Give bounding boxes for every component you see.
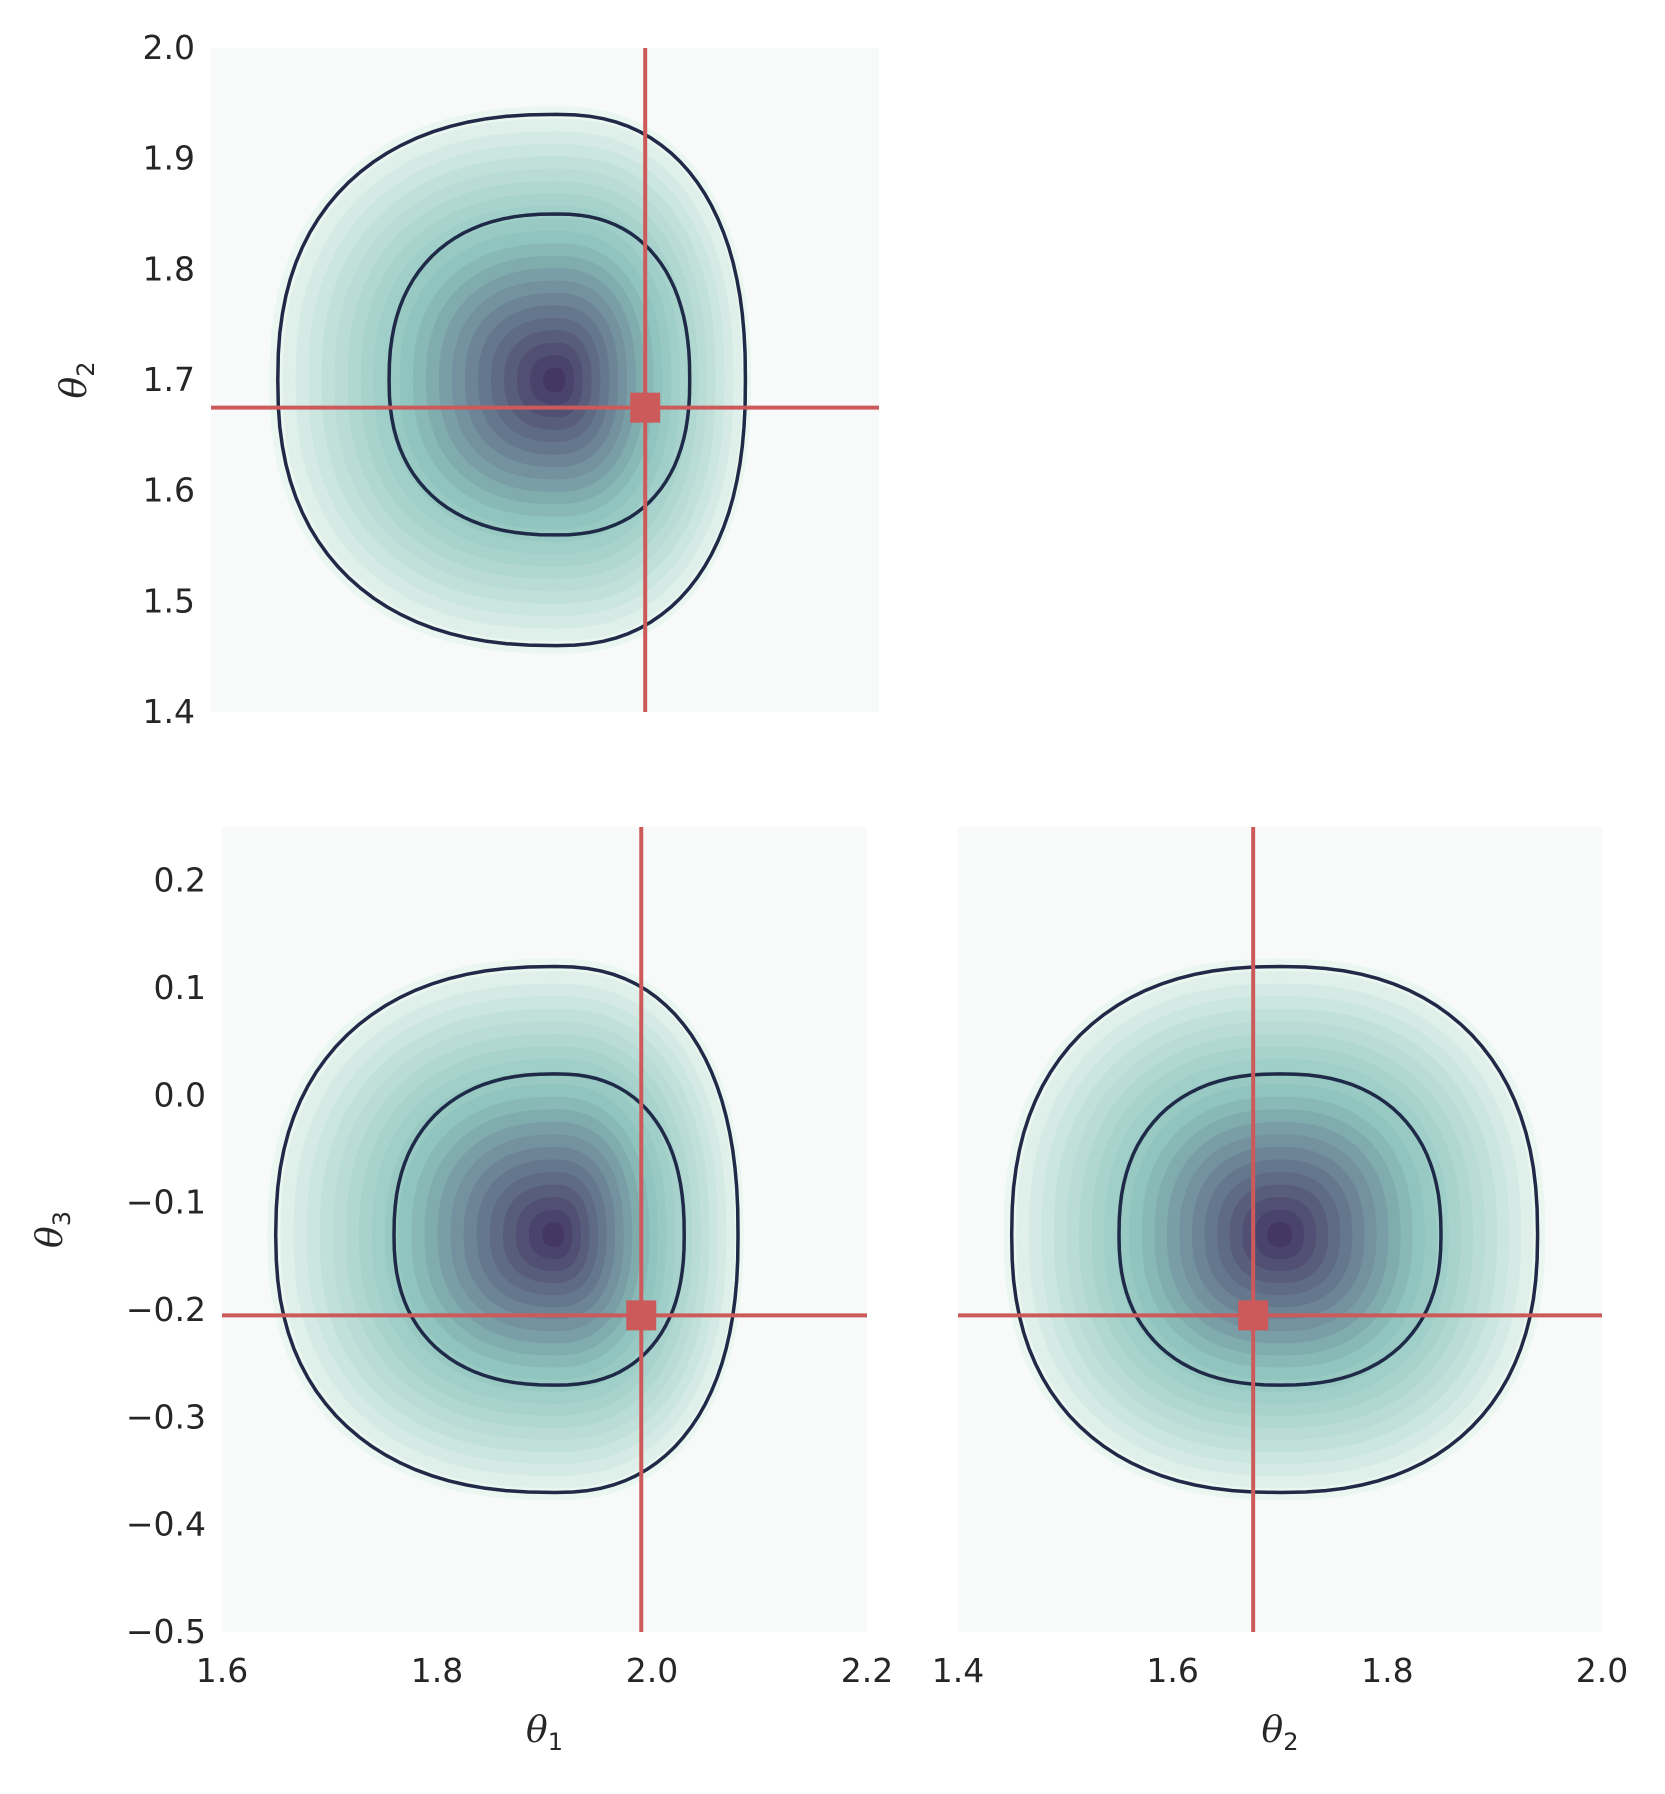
truth-marker	[630, 392, 661, 423]
density-band	[1267, 1222, 1293, 1247]
truth-marker	[626, 1300, 657, 1331]
contour-line-outer	[1009, 964, 1540, 1495]
x-axis-label: θ1	[526, 1710, 563, 1756]
y-tick-label: 1.8	[143, 249, 195, 288]
y-tick-label: 1.5	[143, 581, 195, 620]
x-tick-label: 1.6	[196, 1651, 248, 1690]
x-axis-label: θ2	[1262, 1710, 1299, 1756]
y-tick-label: 2.0	[143, 28, 195, 67]
x-tick-label: 1.8	[411, 1651, 463, 1690]
y-tick-label: 0.0	[154, 1075, 206, 1114]
y-tick-label: 0.1	[154, 968, 206, 1007]
density-fill	[269, 106, 752, 654]
x-tick-label: 2.2	[841, 1651, 893, 1690]
panel-theta1-theta2: 1.4 1.5 1.6 1.7 1.8 1.9 2.0 θ2	[54, 28, 879, 731]
contour-line-outer	[273, 964, 740, 1495]
y-tick-label: 0.2	[154, 861, 206, 900]
y-tick-label: −0.4	[126, 1505, 206, 1544]
y-tick-label: −0.2	[126, 1290, 206, 1329]
panels-group: 1.41.51.61.71.81.92.0θ2−0.5−0.4−0.3−0.2−…	[30, 28, 1628, 1756]
density-band	[543, 367, 565, 393]
density-fill	[1003, 958, 1546, 1501]
x-tick-label: 2.0	[1576, 1651, 1628, 1690]
density-band	[542, 1222, 564, 1247]
panel-theta2-theta3: 1.4 1.6 1.8 2.0 θ2	[932, 827, 1628, 1756]
panel-theta1-theta3: −0.5 −0.4 −0.3 −0.2 −0.1 0.0 0.1 0.2 1.6 1.8 2.0 2.…	[30, 827, 893, 1756]
y-tick-label: 1.6	[143, 471, 195, 510]
y-axis-label: θ3	[30, 1211, 76, 1248]
y-tick-label: 1.4	[143, 692, 195, 731]
contour-line-inner	[387, 212, 692, 537]
x-tick-label: 2.0	[626, 1651, 678, 1690]
y-tick-label: 1.9	[143, 139, 195, 178]
density-fill	[267, 958, 744, 1501]
x-tick-label: 1.8	[1361, 1651, 1413, 1690]
y-axis-label: θ2	[54, 362, 100, 399]
contour-line-inner	[392, 1072, 686, 1387]
truth-marker	[1238, 1300, 1269, 1331]
x-tick-label: 1.6	[1146, 1651, 1198, 1690]
y-tick-label: 1.7	[143, 360, 195, 399]
contour-line-inner	[1117, 1072, 1443, 1387]
y-tick-label: −0.5	[126, 1612, 206, 1651]
y-tick-label: −0.1	[126, 1183, 206, 1222]
contour-line-outer	[276, 112, 748, 648]
x-tick-label: 1.4	[932, 1651, 984, 1690]
y-tick-label: −0.3	[126, 1397, 206, 1436]
